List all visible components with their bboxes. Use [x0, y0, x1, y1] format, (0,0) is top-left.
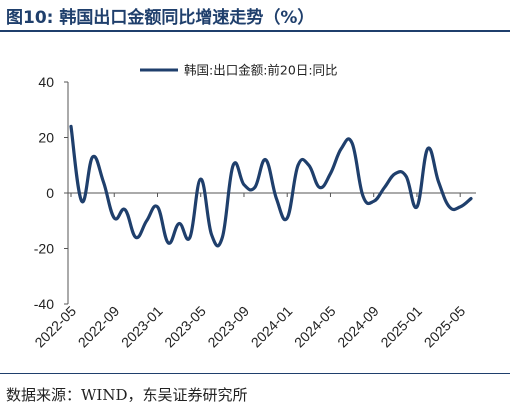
data-point-2023-01: [156, 205, 159, 208]
data-point-2024-01: [286, 216, 289, 219]
figure-title: 图10: 韩国出口金额同比增速走势（%）: [6, 8, 315, 28]
data-point-2023-02: [167, 241, 170, 244]
x-tick-label: 2024-01: [248, 303, 296, 351]
data-point-2025-01: [415, 205, 418, 208]
data-point-2024-08: [361, 194, 364, 197]
chart-legend: 韩国:出口金额:前20日:同比: [140, 63, 338, 78]
title-divider: [0, 30, 510, 32]
x-tick-label: 2023-05: [161, 303, 209, 351]
data-point-2024-12: [405, 175, 408, 178]
data-point-2024-09: [372, 200, 375, 203]
line-chart: 40 20 0 -20 -40 2022-052022-092023-012023-05…: [31, 63, 476, 350]
data-point-2023-07: [221, 236, 224, 239]
data-point-2025-06: [469, 197, 472, 200]
source-note: 数据来源：WIND，东吴证券研究所: [6, 386, 248, 404]
x-tick-label: 2023-09: [204, 303, 252, 351]
data-point-2023-12: [275, 197, 278, 200]
data-point-2024-06: [340, 147, 343, 150]
y-tick-label: 0: [46, 185, 54, 201]
data-point-2022-10: [123, 208, 126, 211]
x-axis-ticks: 2022-052022-092023-012023-052023-092024-…: [31, 193, 468, 350]
x-tick-label: 2025-01: [377, 303, 425, 351]
data-point-2023-11: [264, 158, 267, 161]
y-axis-ticks: 40 20 0 -20 -40: [34, 74, 68, 312]
data-point-2024-05: [329, 172, 332, 175]
y-tick-label: 20: [38, 130, 54, 146]
series-line-export-yoy: [69, 124, 473, 248]
x-tick-label: 2024-05: [291, 303, 339, 351]
data-point-2025-02: [426, 147, 429, 150]
footer-divider: [0, 373, 510, 374]
data-point-2022-09: [113, 216, 116, 219]
x-tick-label: 2023-01: [118, 303, 166, 351]
data-point-2025-03: [437, 180, 440, 183]
data-point-2025-04: [448, 205, 451, 208]
chart-axes: [67, 82, 476, 304]
data-point-2022-11: [134, 236, 137, 239]
data-point-2024-11: [394, 172, 397, 175]
data-point-2025-05: [459, 205, 462, 208]
data-point-2024-10: [383, 186, 386, 189]
data-point-2023-09: [242, 183, 245, 186]
data-point-2023-04: [188, 236, 191, 239]
data-point-2022-08: [102, 180, 105, 183]
data-point-2024-03: [307, 164, 310, 167]
data-point-2023-06: [210, 233, 213, 236]
data-point-2023-10: [253, 186, 256, 189]
data-point-2023-08: [232, 164, 235, 167]
y-tick-label: -40: [34, 296, 54, 312]
data-point-2022-05: [69, 125, 72, 128]
data-point-2023-05: [199, 178, 202, 181]
data-point-2024-04: [318, 186, 321, 189]
y-tick-label: 40: [38, 74, 54, 90]
x-tick-label: 2024-09: [334, 303, 382, 351]
data-point-2024-07: [350, 141, 353, 144]
data-point-2023-03: [178, 222, 181, 225]
data-point-2024-02: [296, 164, 299, 167]
data-point-2022-07: [91, 155, 94, 158]
legend-label: 韩国:出口金额:前20日:同比: [184, 63, 338, 78]
x-tick-label: 2022-09: [75, 303, 123, 351]
y-tick-label: -20: [34, 241, 54, 257]
x-tick-label: 2025-05: [421, 303, 469, 351]
data-point-2022-12: [145, 219, 148, 222]
data-point-2022-06: [80, 200, 83, 203]
chart-series: [69, 124, 473, 248]
